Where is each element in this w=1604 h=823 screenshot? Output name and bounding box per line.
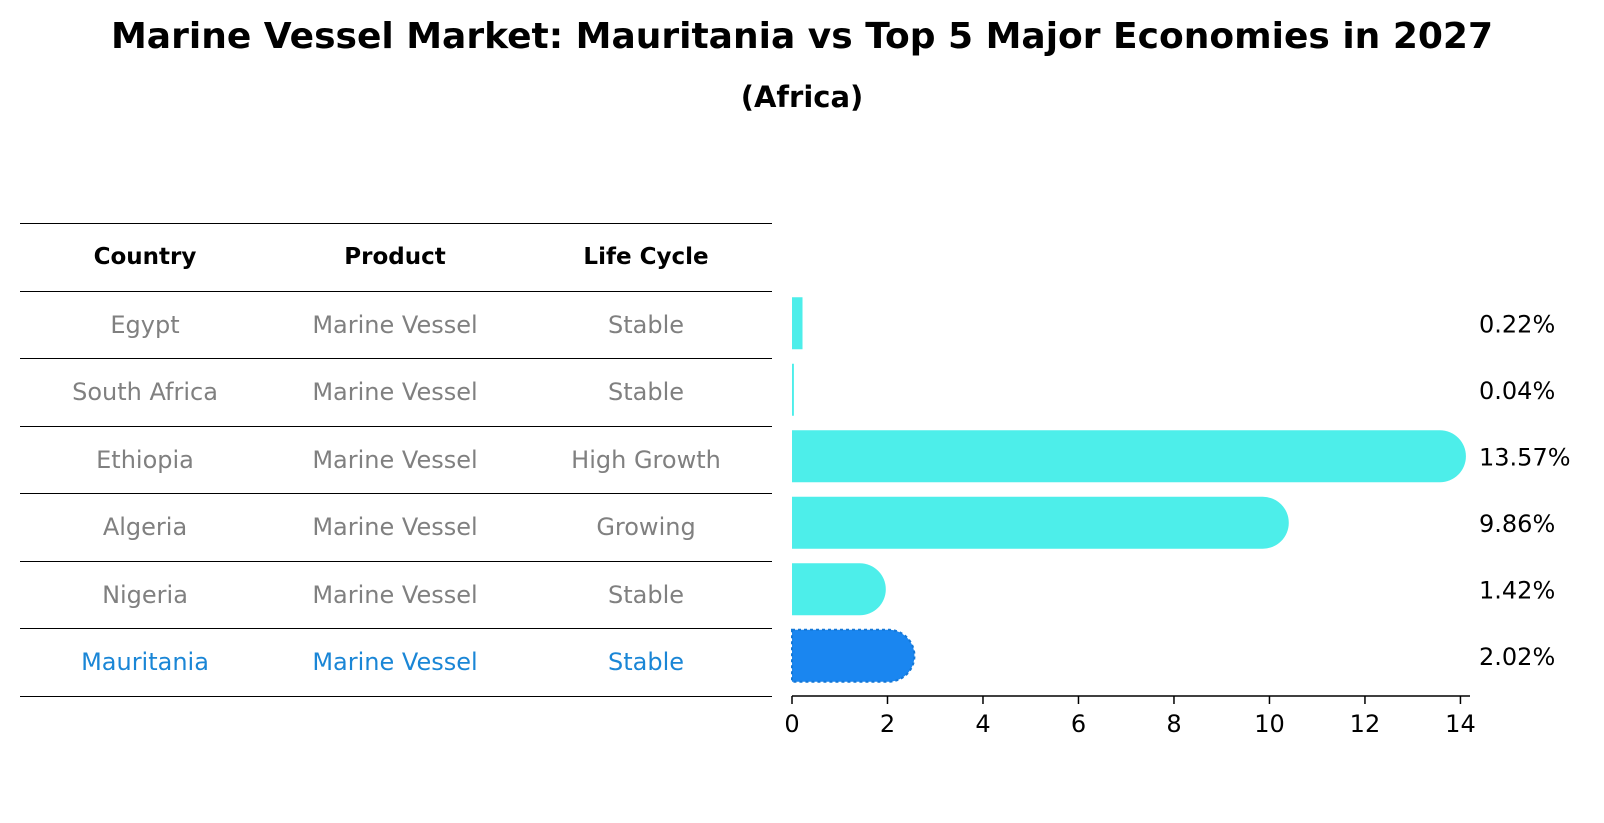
cell-life-cycle: High Growth — [571, 445, 721, 474]
data-label: 0.22% — [1479, 310, 1555, 338]
bar-egypt — [792, 297, 803, 350]
x-tick-label: 4 — [975, 710, 990, 738]
data-label: 9.86% — [1479, 510, 1555, 538]
table-row: Ethiopia Marine Vessel High Growth — [20, 425, 772, 494]
cell-life-cycle: Stable — [607, 580, 685, 609]
cell-product: Marine Vessel — [312, 580, 478, 609]
bar-nigeria — [792, 563, 886, 616]
bar-ethiopia — [792, 430, 1466, 483]
table-row: Algeria Marine Vessel Growing — [20, 493, 772, 561]
cell-country: Ethiopia — [96, 445, 194, 474]
cell-life-cycle: Stable — [607, 310, 685, 339]
x-tick-label: 10 — [1254, 710, 1285, 738]
bar-south-africa — [792, 363, 794, 416]
header-product: Product — [344, 244, 446, 270]
table-row-highlight: Mauritania Marine Vessel Stable — [20, 628, 772, 697]
cell-country: Algeria — [102, 513, 188, 541]
cell-product: Marine Vessel — [312, 378, 478, 406]
table-row: South Africa Marine Vessel Stable — [20, 358, 772, 426]
x-tick-label: 6 — [1071, 710, 1086, 738]
x-tick-label: 14 — [1445, 710, 1476, 738]
data-label: 13.57% — [1479, 443, 1571, 471]
header-life-cycle: Life Cycle — [583, 244, 709, 270]
cell-product: Marine Vessel — [312, 310, 478, 339]
cell-life-cycle: Stable — [607, 378, 685, 406]
cell-country: Mauritania — [81, 648, 209, 676]
x-tick-label: 12 — [1350, 710, 1381, 738]
header-country: Country — [93, 244, 197, 270]
cell-product: Marine Vessel — [312, 648, 478, 676]
data-label: 1.42% — [1479, 576, 1555, 604]
x-tick-label: 8 — [1166, 710, 1181, 738]
bar-algeria — [792, 496, 1289, 549]
chart-title: Marine Vessel Market: Mauritania vs Top … — [110, 16, 1494, 57]
data-label: 0.04% — [1479, 377, 1555, 405]
table-row: Egypt Marine Vessel Stable — [20, 290, 772, 359]
x-tick-label: 2 — [880, 710, 895, 738]
cell-life-cycle: Growing — [596, 513, 696, 541]
bar-mauritania — [791, 628, 916, 683]
cell-country: Egypt — [110, 310, 180, 339]
x-tick-label: 0 — [784, 710, 799, 738]
cell-life-cycle: Stable — [607, 648, 685, 676]
data-label: 2.02% — [1479, 643, 1555, 671]
cell-country: Nigeria — [102, 580, 188, 609]
table-row: Nigeria Marine Vessel Stable — [20, 560, 772, 629]
chart-subtitle: (Africa) — [740, 80, 864, 114]
cell-product: Marine Vessel — [312, 513, 478, 541]
cell-product: Marine Vessel — [312, 445, 478, 474]
cell-country: South Africa — [72, 378, 218, 406]
data-table: Country Product Life Cycle Egypt Marine … — [20, 223, 772, 697]
table-header-row: Country Product Life Cycle — [20, 223, 772, 291]
